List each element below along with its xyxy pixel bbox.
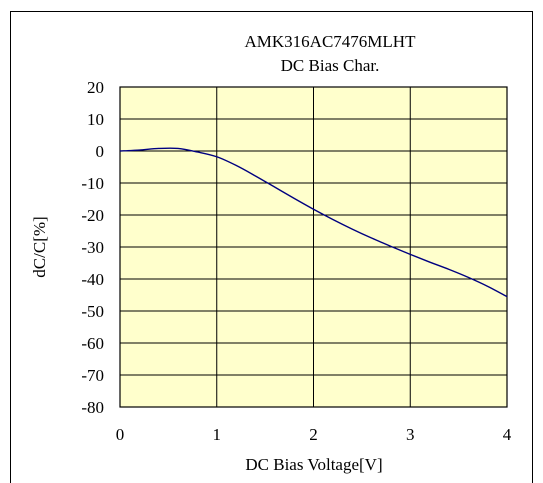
x-axis-tick-labels: 0 1 2 3 4	[116, 425, 512, 444]
x-axis-label: DC Bias Voltage[V]	[245, 455, 382, 474]
y-tick-label: 10	[87, 110, 104, 129]
grid	[120, 87, 507, 407]
x-tick-label: 4	[503, 425, 512, 444]
y-tick-label: -70	[81, 366, 104, 385]
y-tick-label: -20	[81, 206, 104, 225]
y-axis-label: dC/C[%]	[30, 216, 49, 277]
y-tick-label: 20	[87, 78, 104, 97]
x-tick-label: 1	[213, 425, 222, 444]
y-tick-label: -80	[81, 398, 104, 417]
x-tick-label: 0	[116, 425, 125, 444]
chart-title: AMK316AC7476MLHT	[245, 32, 417, 51]
y-tick-label: -30	[81, 238, 104, 257]
y-tick-label: -60	[81, 334, 104, 353]
y-tick-label: -40	[81, 270, 104, 289]
series-line	[119, 147, 508, 298]
y-tick-label: -50	[81, 302, 104, 321]
x-tick-label: 2	[309, 425, 318, 444]
y-tick-label: 0	[96, 142, 105, 161]
y-axis-tick-labels: 20 10 0 -10 -20 -30 -40 -50 -60 -70 -80	[81, 78, 104, 417]
plot-border	[119, 86, 508, 408]
y-tick-label: -10	[81, 174, 104, 193]
x-tick-label: 3	[406, 425, 415, 444]
chart-subtitle: DC Bias Char.	[281, 56, 380, 75]
